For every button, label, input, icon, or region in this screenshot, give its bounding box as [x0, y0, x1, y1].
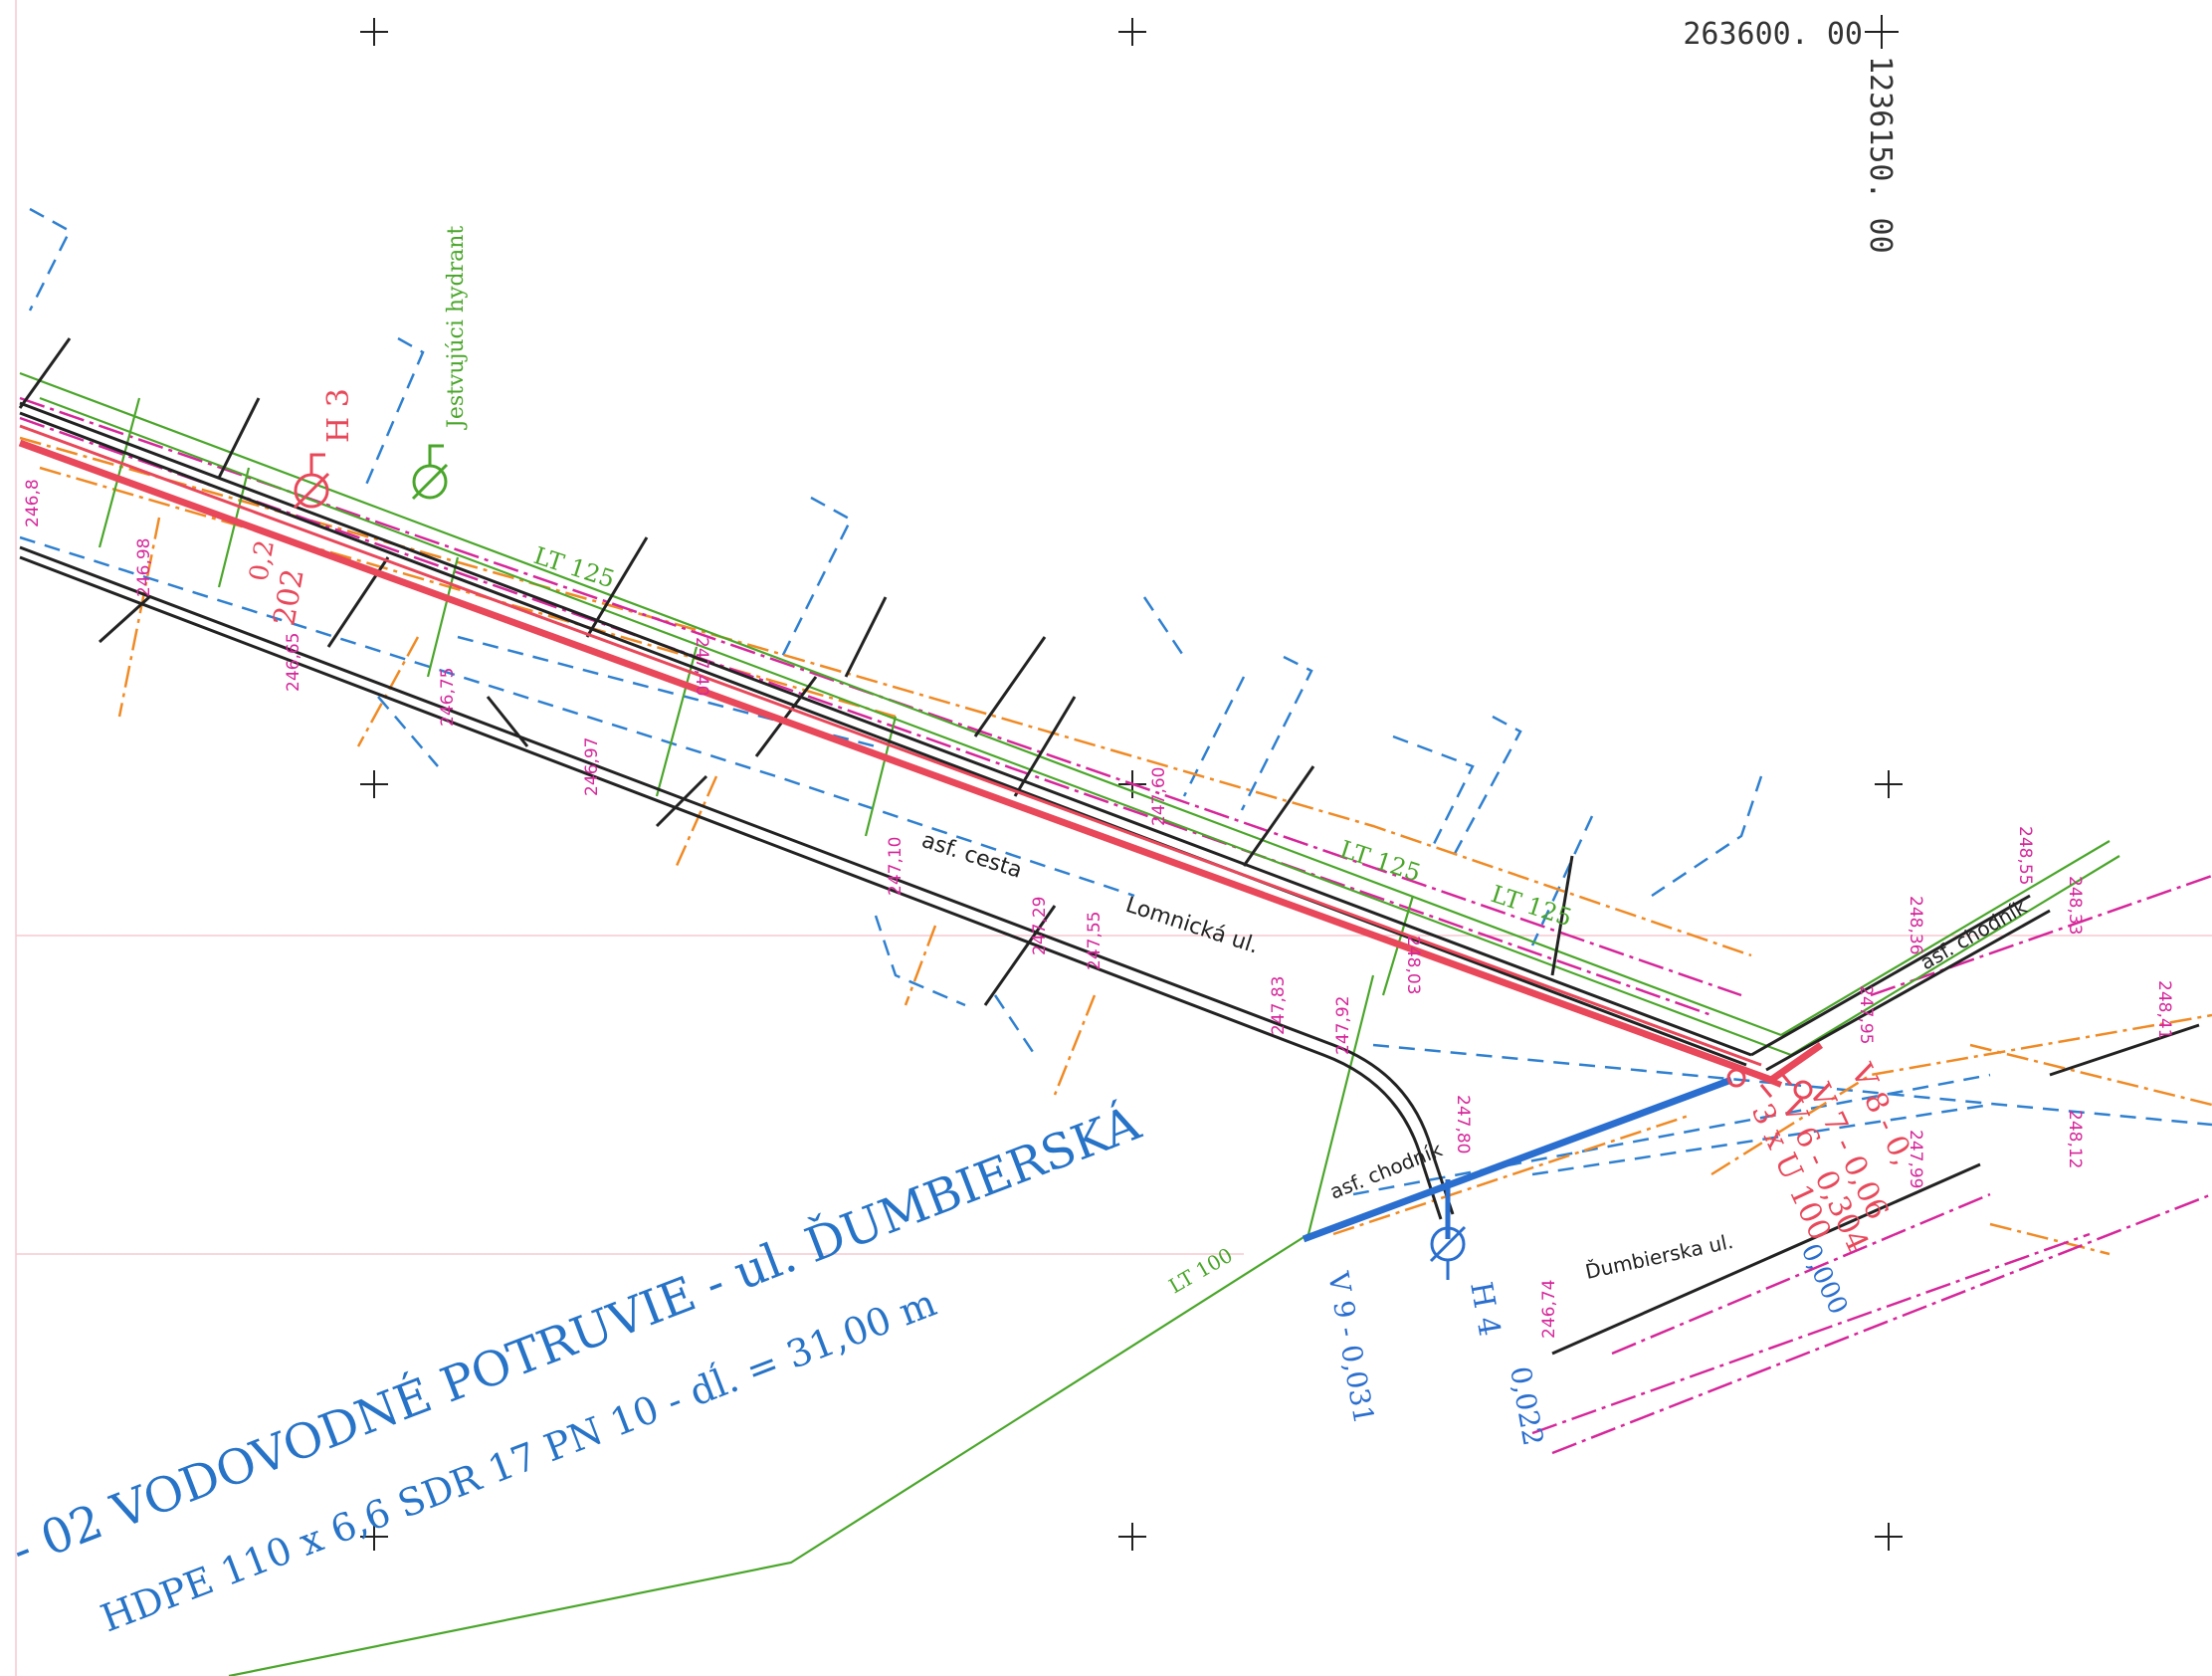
lt125-label-b: LT 125: [1336, 835, 1424, 887]
hydrant-h3-symbol: [293, 453, 330, 510]
svg-text:248,41: 248,41: [2154, 980, 2174, 1039]
svg-text:247,80: 247,80: [1453, 1095, 1473, 1153]
svg-text:246,74: 246,74: [1539, 1280, 1559, 1339]
easting-coordinate: 263600. 00: [1683, 17, 1863, 52]
new-water-pipe: [18, 424, 1824, 1088]
existing-hydrant-label: Jestvujúci hydrant: [444, 226, 469, 430]
h4-value-label: 0,022: [1504, 1363, 1549, 1448]
lt100-label: LT 100: [1165, 1243, 1237, 1299]
branch-pipe: [1302, 1076, 1733, 1243]
svg-text:247,92: 247,92: [1333, 996, 1353, 1055]
road-edges: [19, 401, 2200, 1356]
svg-text:246,98: 246,98: [134, 538, 154, 597]
svg-text:246,75: 246,75: [438, 668, 458, 727]
sheet-frame: [15, 0, 2212, 1676]
svg-text:247,95: 247,95: [1856, 985, 1876, 1044]
value-02-label: 0,2: [244, 537, 281, 583]
northing-coordinate: 1236150. 00: [1863, 56, 1898, 254]
svg-text:246,97: 246,97: [582, 737, 602, 796]
svg-text:246,8: 246,8: [23, 479, 43, 527]
svg-text:248,03: 248,03: [1403, 936, 1423, 994]
svg-text:247,40: 247,40: [692, 637, 711, 696]
h3-label: H 3: [321, 388, 356, 443]
svg-text:248,12: 248,12: [2065, 1110, 2085, 1168]
lt125-label-c: LT 125: [1488, 880, 1575, 932]
svg-text:247,83: 247,83: [1269, 976, 1289, 1035]
hydrant-h4-symbol: [1429, 1225, 1467, 1280]
existing-hydrant-symbol: [411, 444, 449, 501]
svg-text:247,99: 247,99: [1906, 1130, 1925, 1188]
grid-crosses: [360, 15, 1903, 1551]
blue-dashed-utilities: [19, 207, 2212, 1196]
svg-text:247,29: 247,29: [1030, 897, 1050, 955]
svg-text:246,65: 246,65: [284, 633, 303, 692]
valve-junction-symbols: [1726, 1068, 1813, 1100]
v9-label: V 9 - 0,031: [1321, 1269, 1380, 1427]
svg-text:248,33: 248,33: [2065, 876, 2085, 935]
cross-section-ticks: [18, 337, 1574, 1006]
spot-heights: 246,8 246,98 246,65 246,75 246,97 247,10…: [23, 479, 2174, 1339]
asf-cesta-label: asf. cesta: [918, 828, 1025, 884]
lomnicka-street-label: Lomnická ul.: [1122, 893, 1262, 959]
svg-text:247,55: 247,55: [1085, 912, 1105, 970]
svg-text:248,55: 248,55: [2015, 826, 2035, 885]
svg-text:247,60: 247,60: [1149, 767, 1169, 826]
svg-text:247,10: 247,10: [886, 837, 905, 896]
dumbierska-street-label: Ďumbierska ul.: [1583, 1229, 1735, 1284]
project-title: - 02 VODOVODNÉ POTRUVIE - ul. ĎUMBIERSKÁ: [4, 1094, 1149, 1578]
h4-label: H 4: [1463, 1279, 1507, 1339]
asf-chodnik-label-b: asf. chodník: [1916, 895, 2032, 975]
svg-text:248,36: 248,36: [1906, 896, 1925, 954]
